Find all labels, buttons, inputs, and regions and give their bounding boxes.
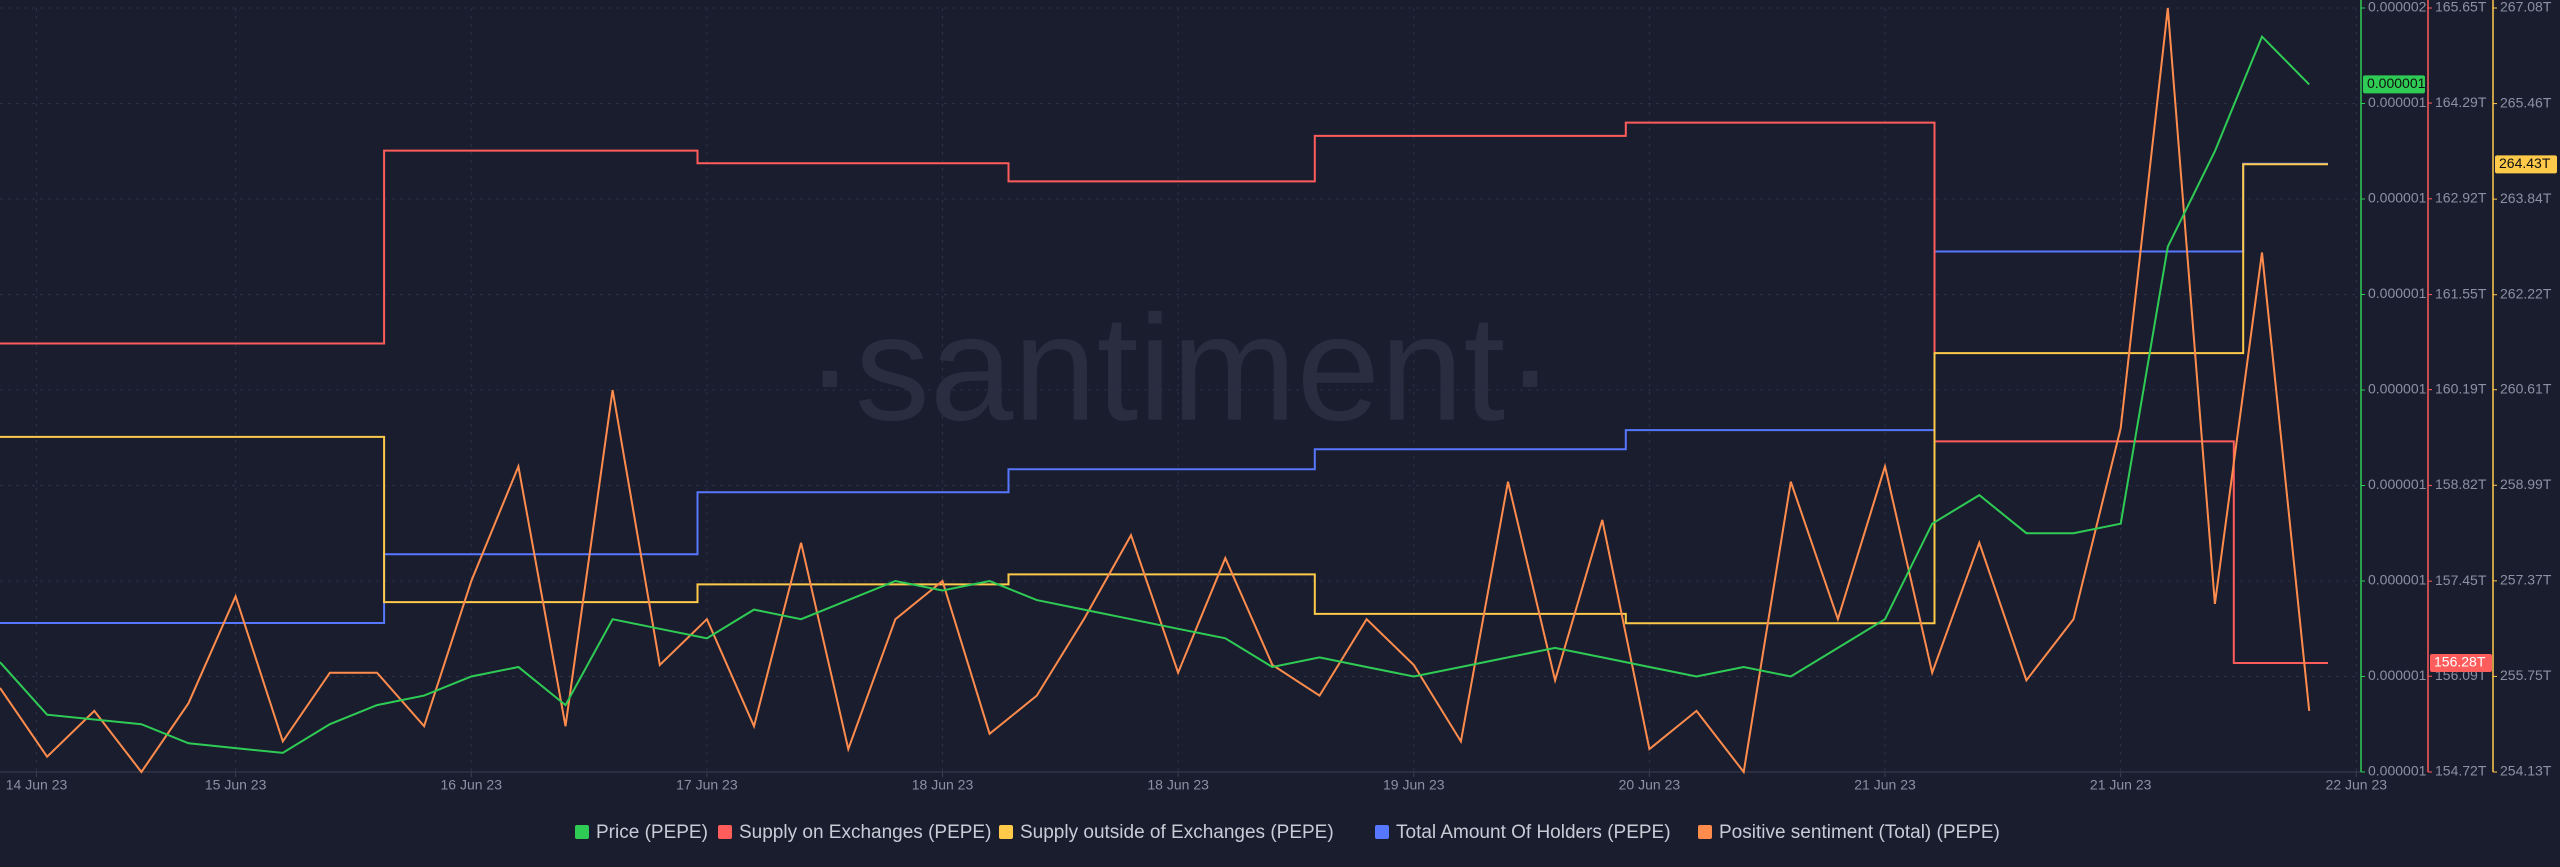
y-tick-label: 0.000001 — [2368, 476, 2427, 492]
series-line — [0, 121, 2328, 664]
y-tick-label: 162.92T — [2435, 190, 2487, 206]
x-tick-label: 21 Jun 23 — [1854, 777, 1916, 793]
x-tick-label: 15 Jun 23 — [205, 777, 267, 793]
y-tick-label: 0.000001 — [2368, 285, 2427, 301]
y-tick-label: 255.75T — [2500, 667, 2552, 683]
y-tick-label: 262.22T — [2500, 285, 2552, 301]
y-tick-label: 0.000002 — [2368, 0, 2427, 15]
y-tick-label: 0.000001 — [2368, 381, 2427, 397]
watermark: ·santiment· — [805, 284, 1555, 452]
series-line — [0, 162, 2328, 624]
legend-label: Supply on Exchanges (PEPE) — [739, 822, 991, 843]
legend-swatch — [999, 825, 1013, 839]
x-tick-label: 17 Jun 23 — [676, 777, 738, 793]
legend-swatch — [1375, 825, 1389, 839]
last-value-box — [2430, 653, 2492, 672]
y-tick-label: 257.37T — [2500, 572, 2552, 588]
legend-label: Total Amount Of Holders (PEPE) — [1396, 822, 1671, 843]
last-value-label: 0.000001 — [2367, 75, 2426, 91]
x-tick-label: 20 Jun 23 — [1619, 777, 1681, 793]
series-line — [0, 34, 2310, 754]
y-tick-label: 0.000001 — [2368, 667, 2427, 683]
legend-swatch — [718, 825, 732, 839]
y-tick-label: 267.08T — [2500, 0, 2552, 15]
y-tick-label: 165.65T — [2435, 0, 2487, 15]
x-tick-label: 22 Jun 23 — [2326, 777, 2388, 793]
x-tick-label: 18 Jun 23 — [1147, 777, 1209, 793]
last-value-box — [2363, 75, 2425, 94]
y-tick-label: 258.99T — [2500, 476, 2552, 492]
y-tick-label: 254.13T — [2500, 763, 2552, 779]
x-tick-label: 19 Jun 23 — [1383, 777, 1445, 793]
series-line — [0, 163, 2328, 625]
legend-label: Positive sentiment (Total) (PEPE) — [1719, 822, 2000, 843]
x-tick-label: 21 Jun 23 — [2090, 777, 2152, 793]
y-tick-label: 0.000001 — [2368, 190, 2427, 206]
y-tick-label: 164.29T — [2435, 94, 2487, 110]
legend-label: Supply outside of Exchanges (PEPE) — [1020, 822, 1334, 843]
y-tick-label: 154.72T — [2435, 763, 2487, 779]
y-tick-label: 265.46T — [2500, 94, 2552, 110]
y-tick-label: 160.19T — [2435, 380, 2487, 396]
x-tick-label: 16 Jun 23 — [441, 777, 503, 793]
last-value-label: 264.43T — [2499, 155, 2551, 171]
x-tick-label: 14 Jun 23 — [6, 777, 68, 793]
y-tick-label: 0.000001 — [2368, 763, 2427, 779]
x-tick-label: 18 Jun 23 — [912, 777, 974, 793]
y-tick-label: 263.84T — [2500, 190, 2552, 206]
y-tick-label: 0.000001 — [2368, 572, 2427, 588]
last-value-label: 156.28T — [2434, 654, 2486, 670]
series-line — [0, 7, 2311, 775]
y-tick-label: 157.45T — [2435, 572, 2487, 588]
legend-label: Price (PEPE) — [596, 822, 708, 843]
last-value-box — [2495, 155, 2557, 174]
y-tick-label: 158.82T — [2435, 476, 2487, 492]
legend-swatch — [1698, 825, 1712, 839]
legend-swatch — [575, 825, 589, 839]
y-tick-label: 260.61T — [2500, 380, 2552, 396]
y-tick-label: 0.000001 — [2368, 94, 2427, 110]
y-tick-label: 161.55T — [2435, 285, 2487, 301]
